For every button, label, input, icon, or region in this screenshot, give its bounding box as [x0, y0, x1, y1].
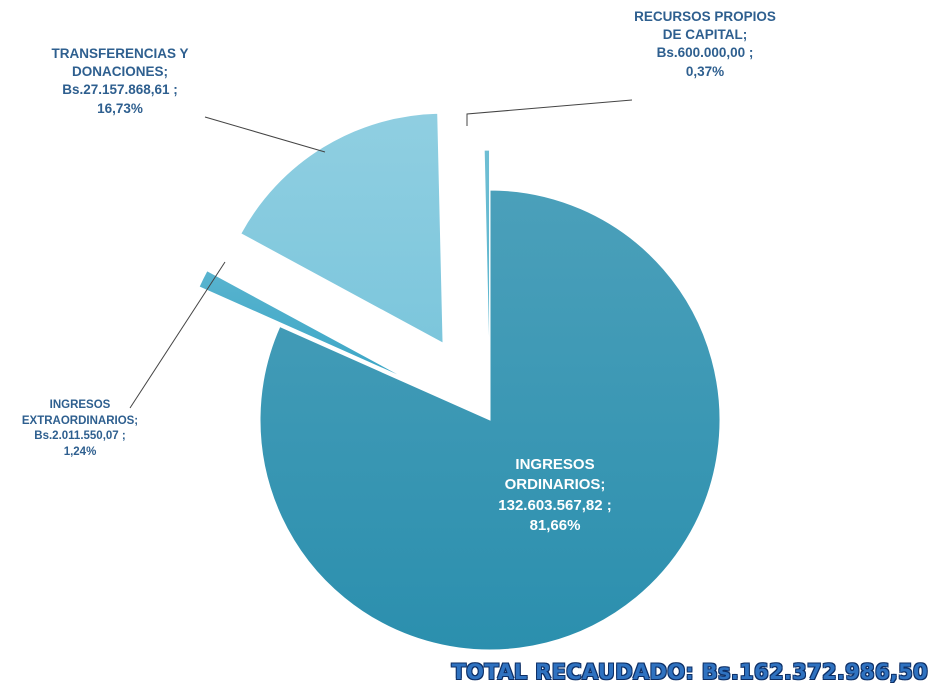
percent-label: 1,24%	[63, 445, 97, 458]
pie-slice	[483, 149, 491, 381]
category-label: RECURSOS PROPIOS DE CAPITAL;	[634, 9, 776, 43]
amount-label: 132.603.567,82 ;	[498, 496, 612, 514]
amount-label: Bs.27.157.868,61 ;	[62, 82, 178, 98]
percent-label: 0,37%	[685, 63, 725, 79]
pie-slice	[259, 189, 721, 651]
total-label: TOTAL RECAUDADO: Bs.162.372.986,50	[451, 660, 928, 684]
slice-label: INGRESOS EXTRAORDINARIOS; Bs.2.011.550,07…	[5, 398, 155, 460]
pie-slice	[240, 112, 444, 345]
amount-label: Bs.2.011.550,07 ;	[34, 430, 126, 443]
category-label: TRANSFERENCIAS Y DONACIONES;	[51, 46, 189, 80]
slice-label: TRANSFERENCIAS Y DONACIONES; Bs.27.157.86…	[20, 45, 220, 118]
percent-label: 16,73%	[97, 100, 143, 116]
leader-line	[204, 116, 326, 153]
category-label: INGRESOS EXTRAORDINARIOS;	[21, 399, 139, 427]
leader-line	[129, 261, 226, 409]
slice-label: RECURSOS PROPIOS DE CAPITAL; Bs.600.000,0…	[630, 8, 780, 81]
leader-line	[466, 99, 633, 126]
slice-label: INGRESOS ORDINARIOS; 132.603.567,82 ; 81,6…	[470, 455, 640, 536]
percent-label: 81,66%	[529, 516, 581, 534]
pie-slice	[198, 270, 410, 381]
category-label: INGRESOS ORDINARIOS;	[504, 456, 606, 494]
amount-label: Bs.600.000,00 ;	[656, 45, 754, 61]
